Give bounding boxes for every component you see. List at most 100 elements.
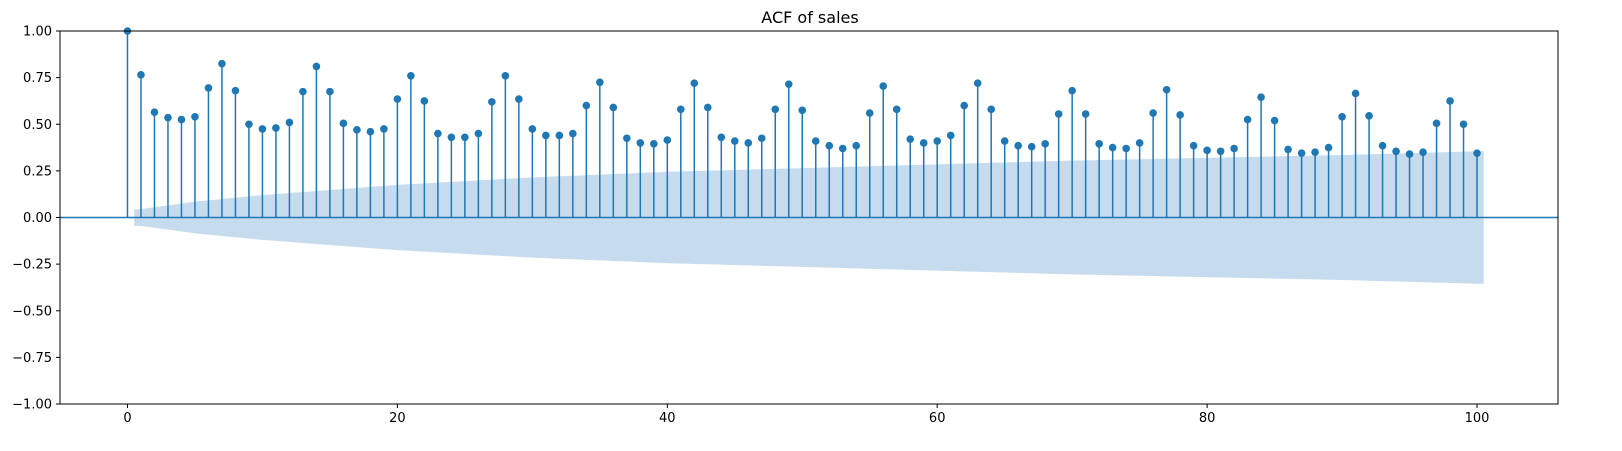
acf-marker	[1054, 110, 1063, 118]
acf-marker	[1041, 140, 1049, 148]
acf-marker	[1068, 86, 1076, 95]
acf-marker	[407, 71, 415, 80]
acf-marker	[366, 127, 375, 136]
acf-marker	[1203, 146, 1211, 155]
acf-marker	[933, 137, 942, 145]
acf-marker	[177, 115, 186, 124]
acf-marker	[1122, 144, 1130, 153]
acf-marker	[326, 87, 334, 96]
acf-marker	[582, 101, 591, 110]
acf-marker	[757, 134, 766, 143]
x-axis-ticks: 0 20 40 60 80 100	[123, 404, 1489, 426]
acf-marker	[420, 97, 429, 105]
x-tick-label: 60	[929, 411, 946, 426]
acf-marker	[474, 129, 483, 138]
acf-marker	[150, 108, 159, 116]
acf-marker	[447, 133, 456, 142]
acf-marker	[1027, 142, 1036, 151]
acf-marker	[1162, 85, 1171, 94]
acf-marker	[1378, 141, 1387, 150]
x-tick-label: 100	[1465, 411, 1490, 426]
acf-marker	[1081, 110, 1090, 118]
acf-marker	[784, 80, 793, 88]
acf-marker	[906, 135, 915, 143]
acf-marker	[1108, 143, 1117, 152]
acf-marker	[1257, 93, 1265, 102]
acf-marker	[852, 141, 861, 150]
acf-marker	[299, 87, 307, 96]
acf-marker	[811, 137, 820, 145]
acf-marker	[569, 129, 577, 138]
acf-marker	[164, 113, 172, 122]
acf-marker	[1135, 139, 1144, 147]
acf-marker	[717, 133, 726, 142]
acf-marker	[798, 106, 807, 115]
y-axis-ticks: −1.00 −0.75 −0.50 −0.25 0.00 0.25 0.50 0.75 1.00	[12, 25, 60, 413]
acf-marker	[501, 71, 510, 80]
acf-marker	[258, 125, 267, 133]
acf-marker	[1432, 119, 1441, 128]
acf-markers	[123, 27, 1481, 158]
y-tick-label: −0.50	[12, 304, 52, 319]
acf-marker	[393, 95, 402, 103]
acf-marker	[515, 95, 523, 103]
y-tick-label: −1.00	[12, 398, 52, 413]
acf-marker	[1297, 149, 1306, 157]
acf-marker	[987, 105, 995, 114]
acf-marker	[960, 101, 968, 110]
acf-marker	[1351, 89, 1360, 98]
acf-marker	[488, 98, 496, 106]
acf-marker	[542, 131, 550, 140]
acf-marker	[1473, 149, 1481, 157]
acf-marker	[1149, 109, 1157, 117]
acf-marker	[272, 124, 280, 132]
acf-marker	[204, 84, 213, 92]
x-tick-label: 0	[123, 411, 131, 426]
x-tick-label: 80	[1199, 411, 1216, 426]
acf-marker	[1014, 141, 1022, 150]
acf-marker	[1000, 137, 1009, 145]
acf-marker	[1338, 112, 1346, 121]
acf-marker	[1392, 147, 1400, 156]
acf-marker	[1270, 116, 1279, 125]
acf-marker	[892, 105, 901, 114]
acf-marker	[1324, 143, 1333, 152]
acf-marker	[838, 144, 847, 153]
x-tick-label: 20	[389, 411, 406, 426]
acf-marker	[1176, 111, 1184, 119]
y-tick-label: −0.25	[12, 258, 52, 273]
acf-marker	[703, 103, 712, 112]
acf-marker	[218, 59, 226, 68]
chart-title: ACF of sales	[761, 8, 858, 27]
acf-marker	[528, 125, 537, 133]
y-tick-label: 0.00	[23, 211, 52, 226]
acf-marker	[1365, 112, 1373, 120]
acf-marker	[339, 119, 348, 128]
acf-marker	[650, 140, 658, 148]
acf-marker	[825, 141, 834, 150]
acf-marker	[1230, 144, 1238, 153]
acf-marker	[771, 105, 780, 114]
acf-marker	[1243, 115, 1252, 124]
acf-marker	[865, 109, 874, 117]
acf-marker	[609, 103, 618, 112]
acf-marker	[231, 86, 240, 95]
acf-marker	[1095, 140, 1103, 148]
acf-marker	[663, 136, 672, 144]
acf-marker	[312, 62, 321, 71]
acf-marker	[380, 125, 388, 133]
acf-marker	[596, 78, 604, 87]
acf-marker	[623, 134, 631, 143]
acf-marker	[946, 131, 955, 140]
acf-marker	[555, 131, 564, 140]
acf-marker	[353, 126, 361, 134]
x-tick-label: 40	[659, 411, 676, 426]
acf-marker	[1216, 147, 1225, 156]
y-tick-label: −0.75	[12, 351, 52, 366]
acf-marker	[461, 133, 469, 142]
acf-marker	[285, 118, 294, 127]
acf-marker	[690, 79, 699, 88]
acf-marker	[919, 139, 928, 147]
acf-marker	[191, 112, 199, 121]
